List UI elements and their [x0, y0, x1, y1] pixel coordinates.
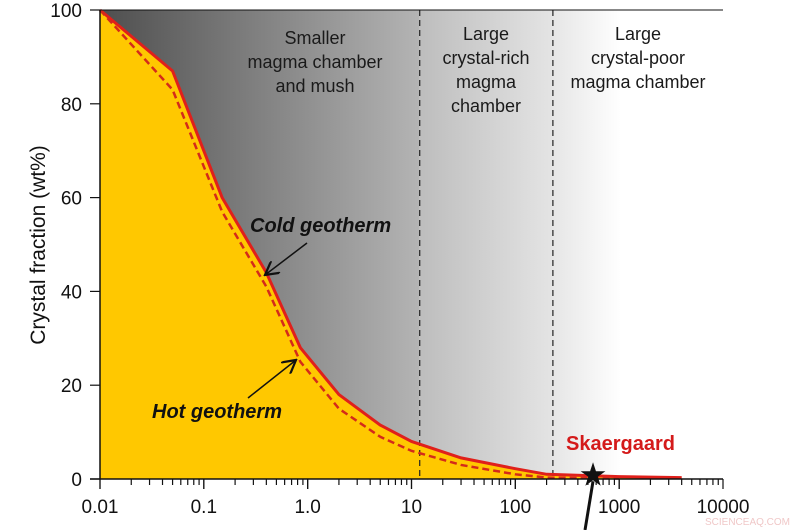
y-axis-label: Crystal fraction (wt%) — [27, 145, 50, 345]
crystal-fill-area — [100, 10, 682, 479]
y-tick-label: 100 — [50, 1, 82, 22]
x-tick-label: 0.01 — [82, 497, 119, 518]
cold-geotherm-label: Cold geotherm — [250, 215, 391, 237]
hot-geotherm-line — [99, 9, 620, 480]
skaergaard-pointer-line — [583, 481, 595, 530]
region-background — [419, 10, 553, 479]
region-label-poor-2: crystal-poor — [591, 48, 685, 68]
hot-geotherm-arrow — [247, 360, 296, 399]
x-tick-label: 10 — [401, 497, 422, 518]
x-tick-label: 10000 — [697, 497, 750, 518]
skaergaard-label: Skaergaard — [566, 433, 675, 455]
region-label-rich-2: crystal-rich — [442, 48, 529, 68]
region-label-rich-4: chamber — [451, 96, 521, 116]
curves — [99, 8, 682, 530]
region-label-rich-1: Large — [463, 24, 509, 44]
region-background — [552, 10, 723, 479]
region-label-small-3: and mush — [275, 76, 354, 96]
y-tick-label: 80 — [61, 95, 82, 116]
x-tick-label: 1000 — [598, 497, 640, 518]
region-label-poor-1: Large — [615, 24, 661, 44]
region-label-small-1: Smaller — [284, 28, 345, 48]
hot-geotherm-label: Hot geotherm — [152, 401, 282, 423]
watermark: SCIENCEAQ.COM — [705, 517, 790, 528]
x-tick-label: 0.1 — [191, 497, 217, 518]
cold-geotherm-arrow — [265, 242, 308, 275]
y-tick-label: 60 — [61, 189, 82, 210]
cold-geotherm-line — [99, 8, 682, 480]
region-label-rich-3: magma — [456, 72, 517, 92]
region-label-small-2: magma chamber — [247, 52, 382, 72]
y-tick-label: 0 — [71, 470, 82, 491]
axes: 0.01 0.1 1.0 10 100 1000 10000 0 20 40 60 80 100 — [50, 1, 749, 518]
region-label-poor-3: magma chamber — [570, 72, 705, 92]
y-tick-label: 20 — [61, 376, 82, 397]
y-tick-label: 40 — [61, 282, 82, 303]
x-tick-label: 100 — [499, 497, 531, 518]
skaergaard-star-marker — [580, 462, 606, 486]
x-tick-label: 1.0 — [294, 497, 320, 518]
